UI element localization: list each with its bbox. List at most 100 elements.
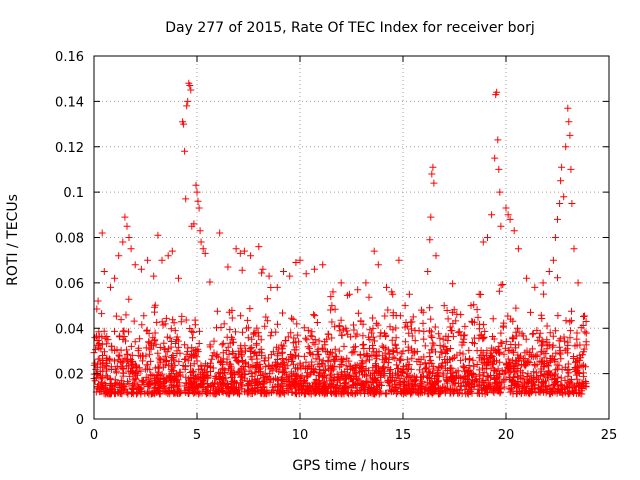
data-point xyxy=(151,329,159,337)
data-point xyxy=(491,154,499,162)
data-point xyxy=(311,366,319,374)
data-point xyxy=(436,353,444,361)
data-point xyxy=(210,390,218,398)
data-point xyxy=(368,329,376,337)
data-point xyxy=(302,334,310,342)
data-point xyxy=(446,385,454,393)
data-point xyxy=(575,370,583,377)
data-point xyxy=(482,385,489,393)
data-point xyxy=(359,341,367,349)
data-point xyxy=(267,284,275,291)
data-point xyxy=(531,352,539,360)
data-point xyxy=(408,325,415,333)
data-point xyxy=(537,372,545,379)
data-point xyxy=(509,335,517,342)
data-point xyxy=(151,303,159,311)
data-point xyxy=(131,338,139,346)
data-point xyxy=(184,357,192,365)
data-point xyxy=(187,86,195,94)
data-point xyxy=(340,383,348,391)
data-point xyxy=(538,358,545,366)
data-point xyxy=(185,384,192,391)
data-point xyxy=(577,324,585,332)
data-point xyxy=(213,324,220,332)
data-point xyxy=(551,380,558,388)
data-point xyxy=(124,350,132,358)
data-point xyxy=(372,319,380,327)
data-point xyxy=(494,346,502,354)
data-point xyxy=(483,373,491,380)
data-point xyxy=(515,328,523,336)
data-point xyxy=(114,388,122,396)
data-point xyxy=(430,387,438,395)
data-point xyxy=(195,366,203,374)
data-point xyxy=(488,386,496,394)
data-point xyxy=(257,336,265,344)
data-point xyxy=(384,346,392,354)
data-point xyxy=(409,313,417,321)
data-point xyxy=(210,337,218,345)
data-point xyxy=(548,384,556,392)
data-point xyxy=(357,317,365,325)
data-point xyxy=(291,352,299,360)
data-point xyxy=(280,360,288,368)
data-point xyxy=(314,351,322,359)
data-point xyxy=(98,379,106,387)
data-point xyxy=(321,341,329,349)
data-point xyxy=(125,328,132,336)
data-point xyxy=(500,350,508,358)
data-point xyxy=(444,315,452,323)
data-point xyxy=(107,283,114,291)
data-point xyxy=(320,388,328,396)
data-point xyxy=(152,340,160,348)
x-tick-label: 20 xyxy=(498,428,515,443)
data-point xyxy=(364,377,372,385)
data-point xyxy=(526,351,534,359)
data-point xyxy=(199,372,207,380)
data-point xyxy=(427,213,435,221)
data-point xyxy=(327,293,335,301)
data-point xyxy=(439,335,447,343)
data-point xyxy=(389,312,397,320)
data-point xyxy=(405,365,412,373)
data-point xyxy=(454,367,462,375)
data-point xyxy=(392,324,400,332)
data-point xyxy=(435,330,443,338)
data-point xyxy=(192,181,200,189)
data-point xyxy=(438,359,446,367)
data-point xyxy=(401,302,409,310)
data-point xyxy=(93,384,101,392)
data-point xyxy=(496,371,504,379)
data-point xyxy=(420,353,428,361)
y-tick-labels: 0 0.02 0.04 0.06 0.08 0.1 0.12 0.14 0.16 xyxy=(55,50,84,428)
data-point xyxy=(175,390,183,397)
data-point xyxy=(95,340,103,347)
data-point xyxy=(184,97,192,105)
data-point xyxy=(580,361,588,369)
data-point xyxy=(368,383,375,391)
data-point xyxy=(576,390,584,398)
data-point xyxy=(513,367,521,375)
data-point xyxy=(327,306,335,314)
data-point xyxy=(144,256,152,264)
data-point xyxy=(196,327,203,335)
data-point xyxy=(549,341,557,349)
data-point xyxy=(403,384,411,392)
data-point xyxy=(150,272,158,280)
data-point xyxy=(566,318,574,326)
data-point xyxy=(206,389,214,397)
data-point xyxy=(123,346,131,354)
data-point xyxy=(562,143,570,151)
data-point xyxy=(557,385,565,393)
data-point xyxy=(566,131,574,139)
data-point xyxy=(580,313,587,320)
data-point xyxy=(532,369,540,377)
data-point xyxy=(250,350,258,357)
data-point xyxy=(426,304,434,312)
data-point xyxy=(127,367,134,375)
data-point xyxy=(278,355,286,362)
data-point xyxy=(496,188,504,196)
data-point xyxy=(103,365,111,373)
data-point xyxy=(500,383,508,391)
data-point xyxy=(313,388,321,396)
